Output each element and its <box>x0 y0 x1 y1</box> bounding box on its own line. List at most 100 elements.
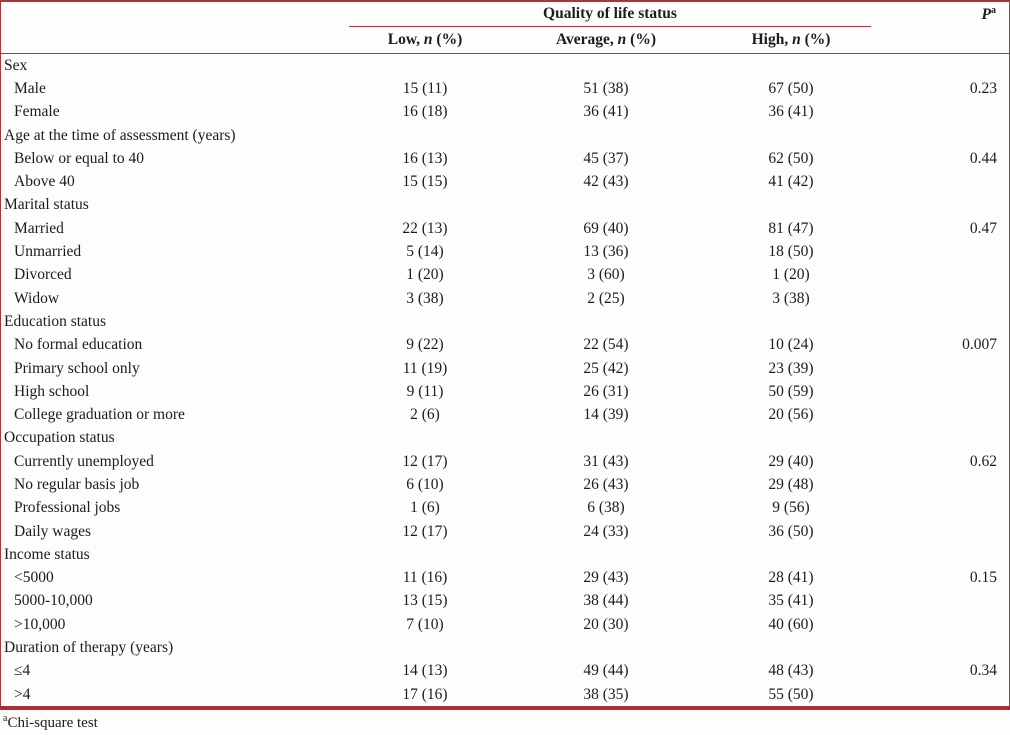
cell-low: 12 (17) <box>402 522 448 540</box>
row-label: Occupation status <box>4 429 115 447</box>
row-label: Duration of therapy (years) <box>4 639 174 657</box>
cell-high: 23 (39) <box>768 359 814 377</box>
table-row: Widow 3 (38) 2 (25) 3 (38) <box>1 287 1009 310</box>
cell-low: 22 (13) <box>402 219 448 237</box>
cell-average: 38 (44) <box>583 592 629 610</box>
table-row: Currently unemployed 12 (17) 31 (43) 29 (40… <box>1 450 1009 473</box>
header-col-low-n: n <box>423 31 433 48</box>
row-label: 5000-10,000 <box>14 592 93 610</box>
header-col-high-post: (%) <box>800 31 831 48</box>
table-category-row: Occupation status <box>1 427 1009 450</box>
cell-average: 26 (31) <box>583 382 629 400</box>
row-label: ≤4 <box>14 662 31 680</box>
row-label: Primary school only <box>14 359 140 377</box>
row-label: <5000 <box>14 569 54 587</box>
cell-average: 42 (43) <box>583 173 629 191</box>
cell-low: 14 (13) <box>402 662 448 680</box>
cell-average: 25 (42) <box>583 359 629 377</box>
header-p-superscript: a <box>991 4 996 16</box>
table-row: Above 40 15 (15) 42 (43) 41 (42) <box>1 170 1009 193</box>
cell-low: 13 (15) <box>402 592 448 610</box>
table-header-group-row: Quality of life status Pa <box>1 2 1009 27</box>
row-label: Widow <box>14 289 60 307</box>
footnote-superscript: a <box>3 713 8 725</box>
row-label: Sex <box>4 56 28 74</box>
cell-high: 36 (50) <box>768 522 814 540</box>
row-label: >4 <box>14 685 31 703</box>
row-label: Income status <box>4 545 90 563</box>
cell-high: 10 (24) <box>768 336 814 354</box>
cell-low: 9 (11) <box>406 382 444 400</box>
cell-low: 1 (20) <box>406 266 444 284</box>
cell-average: 45 (37) <box>583 149 629 167</box>
cell-average: 14 (39) <box>583 406 629 424</box>
row-label: High school <box>14 382 90 400</box>
header-col-high-n: n <box>792 31 801 48</box>
table-row: College graduation or more 2 (6) 14 (39) 20… <box>1 403 1009 426</box>
cell-low: 6 (10) <box>406 475 444 493</box>
row-label: Divorced <box>14 266 72 284</box>
table-category-row: Age at the time of assessment (years) <box>1 124 1009 147</box>
cell-p: 0.44 <box>969 149 997 167</box>
row-label: Education status <box>4 312 107 330</box>
header-col-high-pre: High, <box>751 31 793 48</box>
header-col-average-post: (%) <box>626 31 656 48</box>
row-label: Above 40 <box>14 173 75 191</box>
cell-high: 29 (40) <box>768 452 814 470</box>
table-row: Divorced 1 (20) 3 (60) 1 (20) <box>1 264 1009 287</box>
cell-low: 11 (16) <box>402 569 448 587</box>
cell-low: 7 (10) <box>406 615 444 633</box>
cell-p: 0.34 <box>969 662 997 680</box>
cell-high: 3 (38) <box>772 289 810 307</box>
cell-high: 62 (50) <box>768 149 814 167</box>
header-col-low-pre: Low, <box>387 31 424 48</box>
header-col-average: Average, n (%) <box>501 31 711 49</box>
row-label: Married <box>14 219 64 237</box>
cell-high: 29 (48) <box>768 475 814 493</box>
table-category-row: Income status <box>1 543 1009 566</box>
row-label: Female <box>14 103 60 121</box>
row-label: No regular basis job <box>14 475 140 493</box>
cell-low: 1 (6) <box>410 499 440 517</box>
cell-high: 41 (42) <box>768 173 814 191</box>
table-row: No regular basis job 6 (10) 26 (43) 29 (48) <box>1 473 1009 496</box>
cell-average: 51 (38) <box>583 79 629 97</box>
quality-of-life-table: Quality of life status Pa Low, n (%) Ave… <box>0 0 1010 711</box>
footnote-text: Chi-square test <box>7 715 98 732</box>
table-category-row: Sex <box>1 54 1009 77</box>
cell-high: 18 (50) <box>768 243 814 261</box>
table-row: No formal education 9 (22) 22 (54) 10 (24) 0… <box>1 334 1009 357</box>
cell-low: 16 (13) <box>402 149 448 167</box>
cell-average: 2 (25) <box>587 289 625 307</box>
cell-low: 5 (14) <box>406 243 444 261</box>
cell-low: 15 (15) <box>402 173 448 191</box>
row-label: Below or equal to 40 <box>14 149 145 167</box>
cell-high: 28 (41) <box>768 569 814 587</box>
table-footnote: aChi-square test <box>0 710 1010 732</box>
header-col-average-pre: Average, <box>555 31 618 48</box>
table-category-row: Duration of therapy (years) <box>1 636 1009 659</box>
cell-average: 38 (35) <box>583 685 629 703</box>
cell-low: 15 (11) <box>402 79 448 97</box>
cell-high: 67 (50) <box>768 79 814 97</box>
table-row: Professional jobs 1 (6) 6 (38) 9 (56) <box>1 497 1009 520</box>
cell-average: 49 (44) <box>583 662 629 680</box>
cell-average: 22 (54) <box>583 336 629 354</box>
cell-high: 20 (56) <box>768 406 814 424</box>
cell-low: 9 (22) <box>406 336 444 354</box>
header-group-label: Quality of life status <box>349 2 871 27</box>
cell-high: 81 (47) <box>768 219 814 237</box>
table-row: >10,000 7 (10) 20 (30) 40 (60) <box>1 613 1009 636</box>
table-row: Female 16 (18) 36 (41) 36 (41) <box>1 101 1009 124</box>
header-col-high: High, n (%) <box>711 31 871 49</box>
table-subheader-row: Low, n (%) Average, n (%) High, n (%) <box>1 27 1009 54</box>
table-row: >4 17 (16) 38 (35) 55 (50) <box>1 683 1009 706</box>
table-row: <5000 11 (16) 29 (43) 28 (41) 0.15 <box>1 567 1009 590</box>
row-label: Daily wages <box>14 522 92 540</box>
cell-high: 50 (59) <box>768 382 814 400</box>
table-category-row: Marital status <box>1 194 1009 217</box>
table-row: ≤4 14 (13) 49 (44) 48 (43) 0.34 <box>1 660 1009 683</box>
cell-low: 17 (16) <box>402 685 448 703</box>
cell-high: 40 (60) <box>768 615 814 633</box>
